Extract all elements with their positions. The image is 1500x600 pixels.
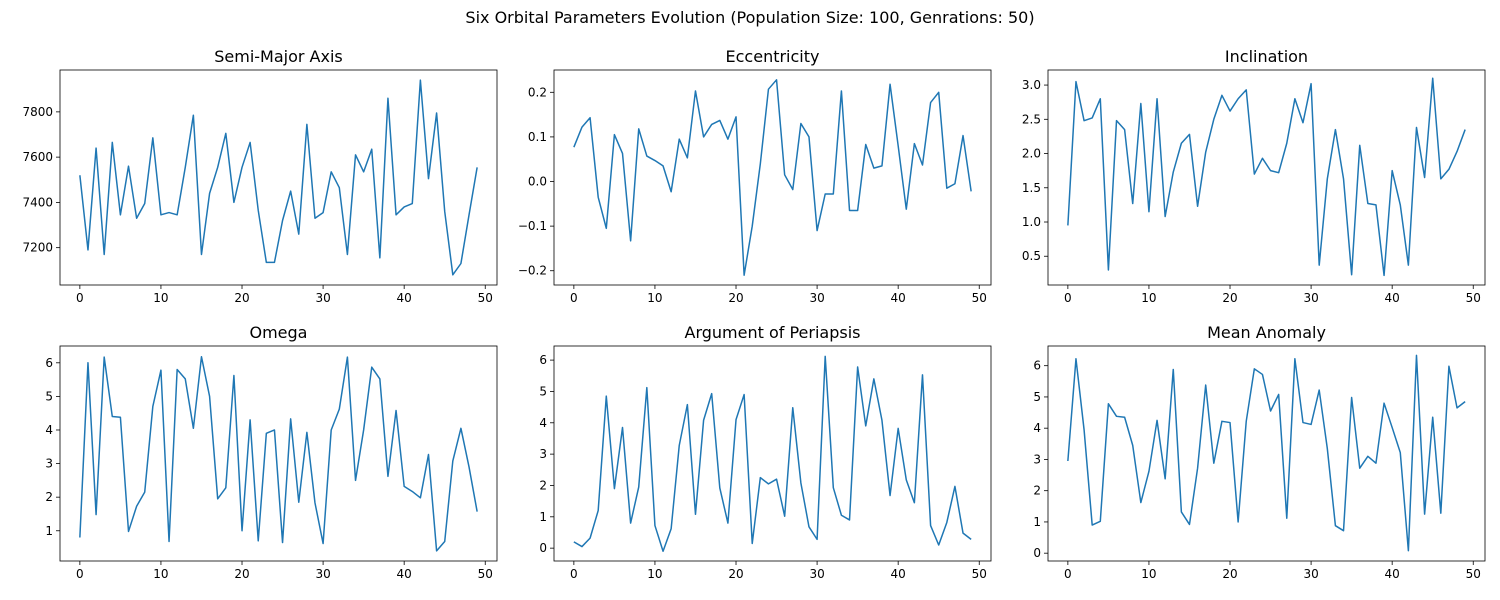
x-tick-label: 20 xyxy=(234,567,249,581)
plot-frame xyxy=(553,345,992,562)
y-tick-label: 1 xyxy=(539,510,547,524)
x-tick-label: 20 xyxy=(728,291,743,305)
y-tick-label: 7400 xyxy=(22,195,53,209)
y-tick-label: 1.0 xyxy=(1022,215,1041,229)
x-tick-label: 40 xyxy=(397,291,412,305)
x-tick-label: 30 xyxy=(315,567,330,581)
plot-frame xyxy=(59,345,498,562)
x-tick-label: 50 xyxy=(972,291,987,305)
x-tick-label: 10 xyxy=(1141,567,1156,581)
x-tick-label: 10 xyxy=(153,567,168,581)
y-tick-label: 1.5 xyxy=(1022,181,1041,195)
x-tick-label: 50 xyxy=(1466,567,1481,581)
x-tick-label: 30 xyxy=(809,567,824,581)
x-tick-label: 50 xyxy=(478,291,493,305)
subplot-title: Argument of Periapsis xyxy=(685,323,861,342)
y-tick-label: 4 xyxy=(539,416,547,430)
plot-frame xyxy=(1047,345,1486,562)
series-line xyxy=(1067,77,1466,277)
x-tick-label: 40 xyxy=(1385,291,1400,305)
subplot-title: Mean Anomaly xyxy=(1207,323,1326,342)
x-tick-label: 0 xyxy=(1064,291,1072,305)
x-tick-label: 30 xyxy=(1303,291,1318,305)
subplot-title: Inclination xyxy=(1225,47,1308,66)
x-tick-label: 20 xyxy=(728,567,743,581)
x-tick-label: 0 xyxy=(76,291,84,305)
subplot-4: Omega 0 10 20 30 40 50 1 2 3 4 5 6 xyxy=(45,323,498,581)
y-tick-label: −0.2 xyxy=(518,264,547,278)
x-tick-label: 20 xyxy=(1222,291,1237,305)
y-tick-label: 6 xyxy=(539,353,547,367)
x-tick-label: 50 xyxy=(478,567,493,581)
x-tick-label: 50 xyxy=(972,567,987,581)
x-tick-label: 40 xyxy=(397,567,412,581)
y-tick-label: 2 xyxy=(45,490,53,504)
x-tick-label: 20 xyxy=(1222,567,1237,581)
y-tick-label: 1 xyxy=(1033,515,1041,529)
subplot-title: Semi-Major Axis xyxy=(214,47,343,66)
y-tick-label: 7200 xyxy=(22,241,53,255)
y-tick-label: 7800 xyxy=(22,105,53,119)
y-tick-label: 5 xyxy=(45,389,53,403)
y-tick-label: 0.2 xyxy=(528,85,547,99)
y-tick-label: 0.5 xyxy=(1022,249,1041,263)
x-tick-label: 10 xyxy=(647,291,662,305)
x-tick-label: 40 xyxy=(1385,567,1400,581)
y-tick-label: 0.0 xyxy=(528,175,547,189)
series-line xyxy=(79,79,478,276)
y-tick-label: 5 xyxy=(1033,390,1041,404)
plot-frame xyxy=(1047,69,1486,286)
x-tick-label: 40 xyxy=(891,291,906,305)
y-tick-label: 6 xyxy=(45,356,53,370)
y-tick-label: 2 xyxy=(539,478,547,492)
x-tick-label: 10 xyxy=(1141,291,1156,305)
y-tick-label: 3 xyxy=(45,457,53,471)
x-tick-label: 10 xyxy=(647,567,662,581)
y-tick-label: 2.0 xyxy=(1022,147,1041,161)
y-tick-label: −0.1 xyxy=(518,219,547,233)
y-tick-label: 3 xyxy=(539,447,547,461)
x-tick-label: 30 xyxy=(1303,567,1318,581)
y-tick-label: 0 xyxy=(539,541,547,555)
series-line xyxy=(1067,354,1466,552)
x-tick-label: 30 xyxy=(315,291,330,305)
y-tick-label: 6 xyxy=(1033,359,1041,373)
series-line xyxy=(573,79,972,276)
x-tick-label: 10 xyxy=(153,291,168,305)
y-tick-label: 5 xyxy=(539,384,547,398)
figure-title: Six Orbital Parameters Evolution (Popula… xyxy=(465,8,1035,27)
subplot-3: Inclination 0 10 20 30 40 50 0.5 1.0 1.5 2.0 2.5 3.0 xyxy=(1022,47,1486,305)
y-tick-label: 3 xyxy=(1033,452,1041,466)
x-tick-label: 40 xyxy=(891,567,906,581)
subplot-title: Omega xyxy=(250,323,308,342)
y-tick-label: 0 xyxy=(1033,546,1041,560)
y-tick-label: 1 xyxy=(45,524,53,538)
subplot-2: Eccentricity 0 10 20 30 40 50 −0.2 −0.1 0.0 0.1 0.2 xyxy=(518,47,992,305)
x-tick-label: 20 xyxy=(234,291,249,305)
subplot-6: Mean Anomaly 0 10 20 30 40 50 0 1 2 3 4 5 6 xyxy=(1033,323,1486,581)
series-line xyxy=(79,356,478,552)
x-tick-label: 0 xyxy=(570,291,578,305)
y-tick-label: 2 xyxy=(1033,484,1041,498)
subplot-1: Semi-Major Axis 0 10 20 30 40 50 7200 7400 7600 78… xyxy=(22,47,498,305)
x-tick-label: 0 xyxy=(76,567,84,581)
y-tick-label: 4 xyxy=(1033,421,1041,435)
y-tick-label: 0.1 xyxy=(528,130,547,144)
x-tick-label: 50 xyxy=(1466,291,1481,305)
y-tick-label: 3.0 xyxy=(1022,78,1041,92)
subplot-title: Eccentricity xyxy=(726,47,820,66)
plot-frame xyxy=(553,69,992,286)
plot-frame xyxy=(59,69,498,286)
x-tick-label: 0 xyxy=(570,567,578,581)
x-tick-label: 0 xyxy=(1064,567,1072,581)
series-line xyxy=(573,355,972,553)
y-tick-label: 2.5 xyxy=(1022,112,1041,126)
y-tick-label: 7600 xyxy=(22,150,53,164)
x-tick-label: 30 xyxy=(809,291,824,305)
subplot-5: Argument of Periapsis 0 10 20 30 40 50 0 1 2 3 4 5 6 xyxy=(539,323,992,581)
y-tick-label: 4 xyxy=(45,423,53,437)
